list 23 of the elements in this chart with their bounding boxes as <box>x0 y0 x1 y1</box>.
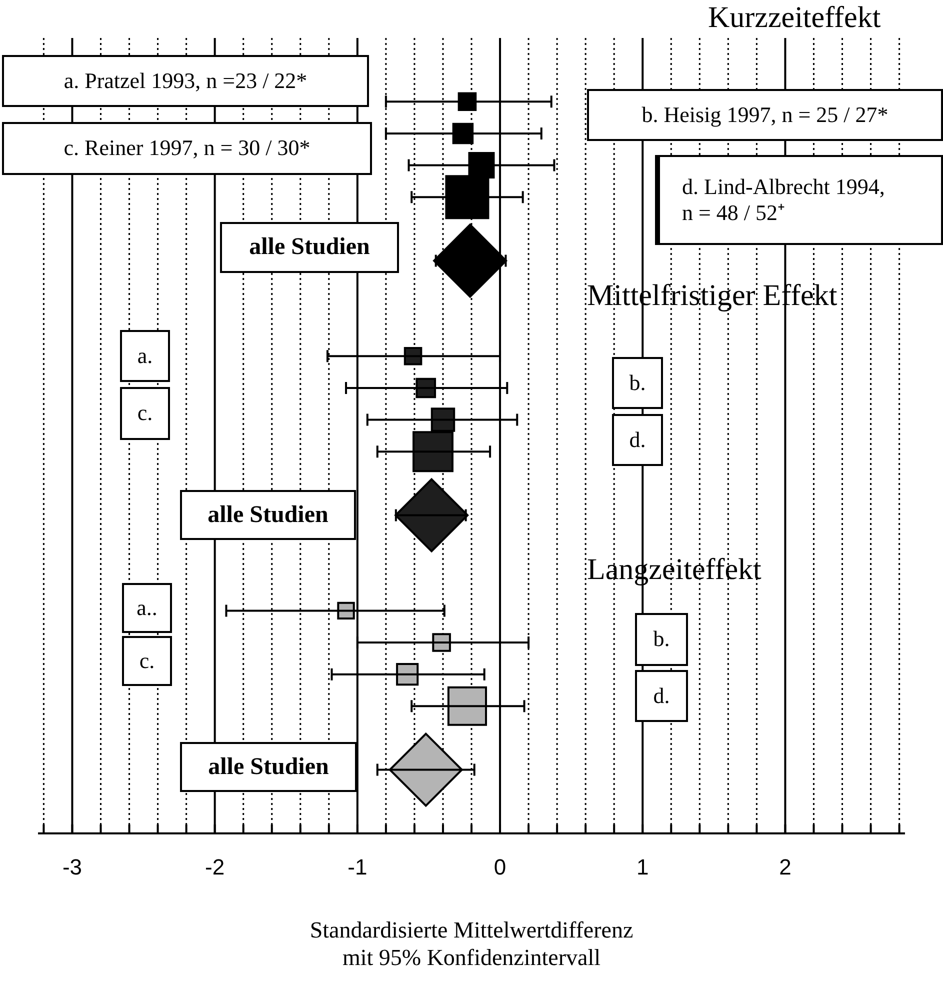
x-axis-title: Standardisierte Mittelwertdifferenz mit 95% Konfidenzintervall <box>310 918 634 970</box>
label-box: a. <box>120 330 170 382</box>
x-tick-label: -3 <box>62 854 82 880</box>
x-tick-label: 2 <box>779 854 792 880</box>
label-box: d. <box>612 414 663 466</box>
label-box: a.. <box>122 583 172 633</box>
x-tick-label: -1 <box>348 854 368 880</box>
x-tick-label: 0 <box>494 854 506 880</box>
label-box: c. <box>122 636 172 686</box>
label-box: d. <box>635 670 688 722</box>
label-box: b. Heisig 1997, n = 25 / 27* <box>587 89 943 141</box>
label-box: b. <box>612 357 663 409</box>
x-tick-label: 1 <box>636 854 649 880</box>
label-box: d. Lind-Albrecht 1994, n = 48 / 52⁺ <box>655 155 943 245</box>
label-box: b. <box>635 613 688 666</box>
label-box: c. <box>120 387 170 440</box>
x-tick-label: -2 <box>205 854 225 880</box>
label-box: alle Studien <box>180 742 357 792</box>
text: Kurzzeiteffekt <box>708 0 881 36</box>
label-box: alle Studien <box>180 490 356 540</box>
label-box: alle Studien <box>220 222 399 273</box>
label-box: a. Pratzel 1993, n =23 / 22* <box>2 55 369 107</box>
label-box: c. Reiner 1997, n = 30 / 30* <box>2 122 372 175</box>
